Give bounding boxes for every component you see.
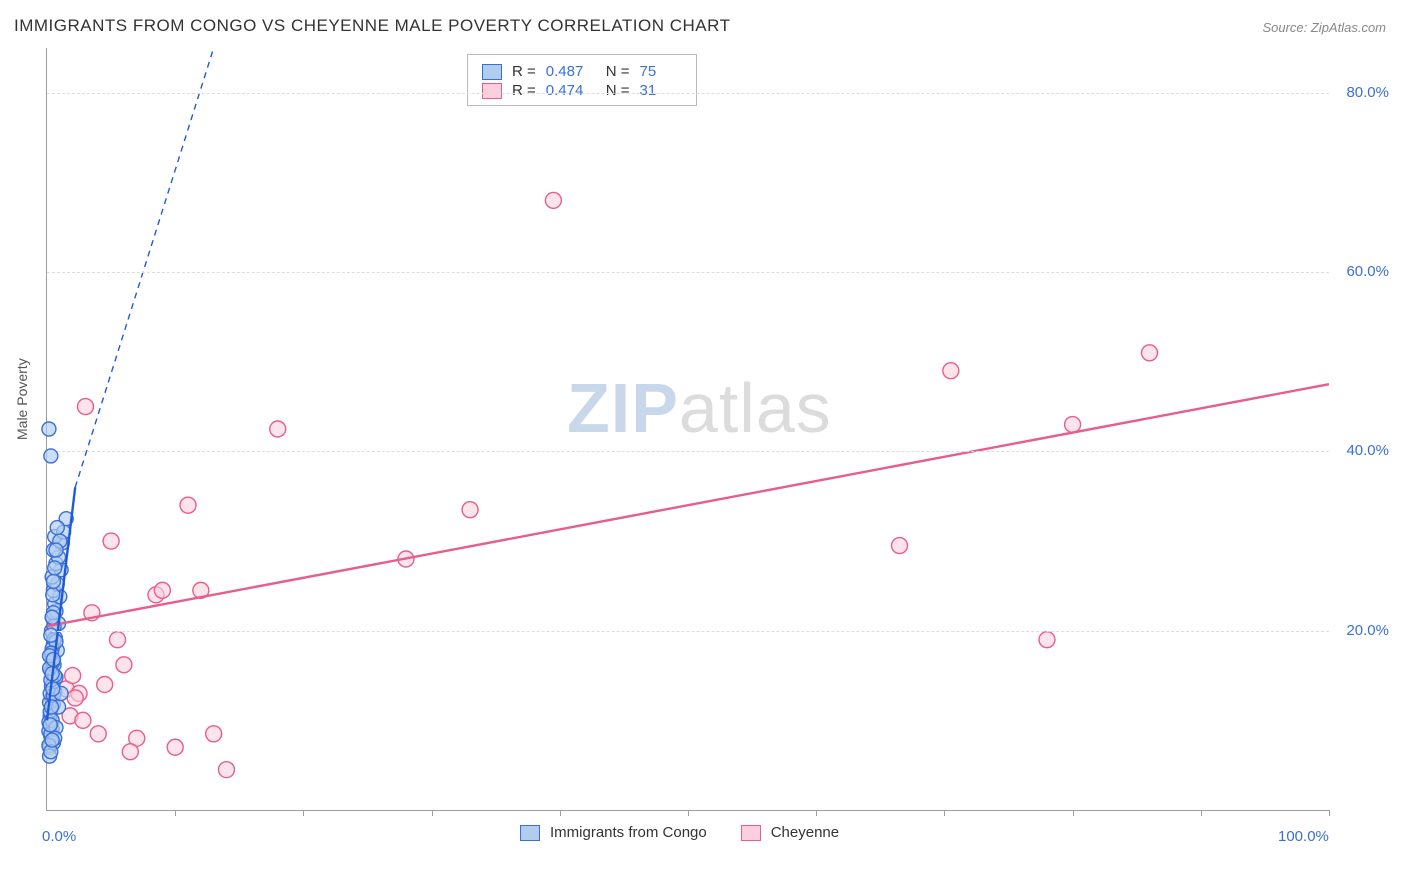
legend-swatch (741, 825, 761, 841)
scatter-point (77, 399, 93, 415)
stats-r-value: 0.487 (546, 63, 588, 80)
scatter-point (103, 533, 119, 549)
x-tick (688, 810, 689, 816)
scatter-point (44, 700, 58, 714)
legend-label: Immigrants from Congo (550, 824, 707, 841)
scatter-point (1065, 417, 1081, 433)
chart-title: IMMIGRANTS FROM CONGO VS CHEYENNE MALE P… (14, 16, 731, 36)
scatter-point (1142, 345, 1158, 361)
scatter-point (50, 521, 64, 535)
scatter-point (1039, 632, 1055, 648)
legend-swatch (520, 825, 540, 841)
scatter-point (545, 192, 561, 208)
scatter-point (67, 690, 83, 706)
y-axis-label: Male Poverty (14, 358, 30, 440)
x-tick (1073, 810, 1074, 816)
scatter-point (218, 762, 234, 778)
scatter-point (462, 502, 478, 518)
y-tick-label: 20.0% (1346, 622, 1389, 639)
gridline (47, 93, 1329, 94)
scatter-point (943, 363, 959, 379)
y-tick-label: 60.0% (1346, 263, 1389, 280)
stats-n-value: 75 (640, 63, 682, 80)
scatter-point (46, 574, 60, 588)
scatter-point (180, 497, 196, 513)
scatter-svg (47, 48, 1329, 810)
stats-n-label: N = (606, 63, 630, 80)
stats-n-label: N = (606, 82, 630, 99)
legend-swatch (482, 64, 502, 80)
scatter-point (90, 726, 106, 742)
scatter-point (270, 421, 286, 437)
gridline (47, 631, 1329, 632)
stats-r-label: R = (512, 82, 536, 99)
stats-row: R = 0.487 N = 75 (482, 63, 682, 80)
scatter-point (48, 561, 62, 575)
stats-legend-box: R = 0.487 N = 75 R = 0.474 N = 31 (467, 54, 697, 106)
scatter-point (122, 744, 138, 760)
trendline-cheyenne (47, 384, 1329, 626)
scatter-point (46, 682, 60, 696)
scatter-point (75, 712, 91, 728)
x-tick (175, 810, 176, 816)
scatter-point (110, 632, 126, 648)
scatter-point (892, 538, 908, 554)
x-tick (303, 810, 304, 816)
gridline (47, 272, 1329, 273)
trendline-congo-extrapolated (75, 48, 213, 487)
y-tick-label: 80.0% (1346, 84, 1389, 101)
plot-area: ZIPatlas R =0.487N =75R =0.474N =31 20.0… (46, 48, 1329, 811)
chart-container: IMMIGRANTS FROM CONGO VS CHEYENNE MALE P… (0, 0, 1406, 892)
x-axis-min-label: 0.0% (42, 828, 76, 845)
scatter-point (45, 610, 59, 624)
stats-r-value: 0.474 (546, 82, 588, 99)
x-tick (816, 810, 817, 816)
scatter-point (49, 543, 63, 557)
source-attribution: Source: ZipAtlas.com (1262, 20, 1386, 35)
stats-r-label: R = (512, 63, 536, 80)
scatter-point (154, 582, 170, 598)
scatter-point (43, 718, 57, 732)
gridline (47, 451, 1329, 452)
stats-row: R = 0.474 N = 31 (482, 82, 682, 99)
scatter-point (116, 657, 132, 673)
scatter-point (45, 733, 59, 747)
y-tick-label: 40.0% (1346, 442, 1389, 459)
x-tick (944, 810, 945, 816)
scatter-point (42, 422, 56, 436)
x-tick (560, 810, 561, 816)
x-tick (432, 810, 433, 816)
scatter-point (97, 676, 113, 692)
scatter-point (167, 739, 183, 755)
scatter-point (46, 588, 60, 602)
stats-n-value: 31 (640, 82, 682, 99)
scatter-point (65, 668, 81, 684)
x-tick (1329, 810, 1330, 816)
legend-swatch (482, 83, 502, 99)
x-tick (1201, 810, 1202, 816)
scatter-point (206, 726, 222, 742)
legend-label: Cheyenne (771, 824, 839, 841)
bottom-legend: Immigrants from Congo Cheyenne (520, 824, 863, 841)
x-axis-max-label: 100.0% (1278, 828, 1329, 845)
